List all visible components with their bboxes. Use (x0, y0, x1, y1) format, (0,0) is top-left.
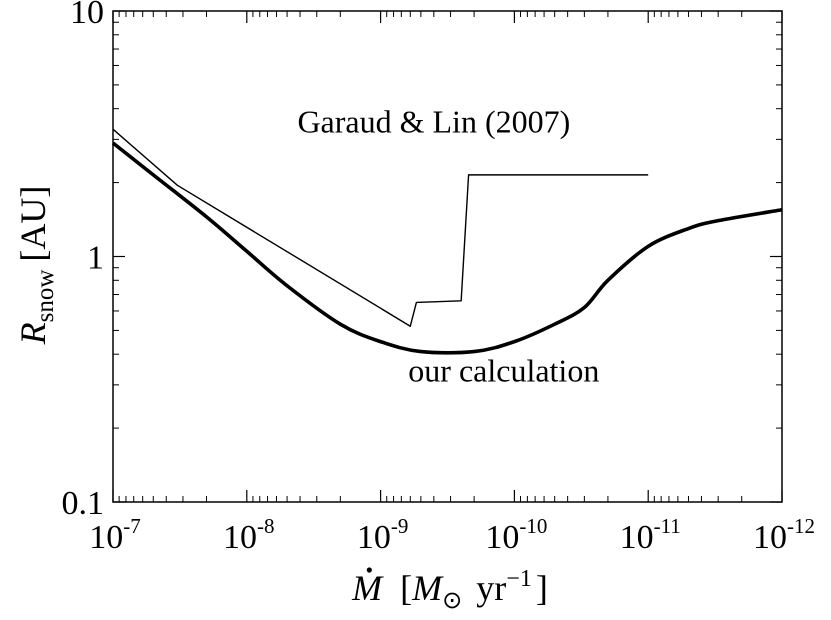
x-tick-label: 10-12 (753, 514, 815, 556)
y-tick-labels: 0.1 1 10 (62, 0, 105, 522)
x-axis-open-bracket: [ (400, 568, 412, 608)
annotations: Garaud & Lin (2007) our calculation (297, 103, 599, 388)
series-lines (111, 128, 783, 355)
y-tick-label: 0.1 (62, 485, 105, 522)
x-axis-unit-exponent: −1 (506, 566, 532, 592)
x-axis-label: M [M⊙ yr−1] (351, 566, 548, 614)
x-axis-unit: yr (476, 568, 506, 608)
x-tick-label: 10-9 (357, 514, 409, 556)
x-axis-sun-symbol: ⊙ (442, 588, 462, 614)
m-dot-accent (366, 567, 372, 573)
x-axis-mass-symbol: M (411, 568, 444, 608)
y-axis-symbol: R (13, 322, 53, 345)
plot-frame (112, 10, 783, 503)
y-axis-subscript: snow (32, 270, 59, 323)
x-tick-label: 10-10 (485, 514, 547, 556)
series-line-our-calculation (111, 141, 783, 355)
y-axis-label: Rsnow [AU] (13, 186, 59, 346)
x-tick-labels: 10-7 10-8 10-9 10-10 10-11 10-12 (89, 514, 815, 556)
x-tick-label: 10-7 (89, 514, 141, 556)
y-tick-label: 1 (87, 240, 104, 277)
x-axis-symbol: M (351, 568, 384, 608)
y-tick-label: 10 (70, 0, 104, 31)
x-tick-label: 10-8 (223, 514, 274, 556)
series-line-garaud-lin (112, 128, 649, 327)
y-axis-unit: [AU] (13, 186, 53, 262)
x-tick-label: 10-11 (620, 514, 681, 556)
x-axis-close-bracket: ] (536, 568, 548, 608)
tick-marks (112, 10, 783, 503)
annotation-garaud-lin: Garaud & Lin (2007) (297, 103, 570, 139)
annotation-our-calculation: our calculation (408, 352, 599, 388)
